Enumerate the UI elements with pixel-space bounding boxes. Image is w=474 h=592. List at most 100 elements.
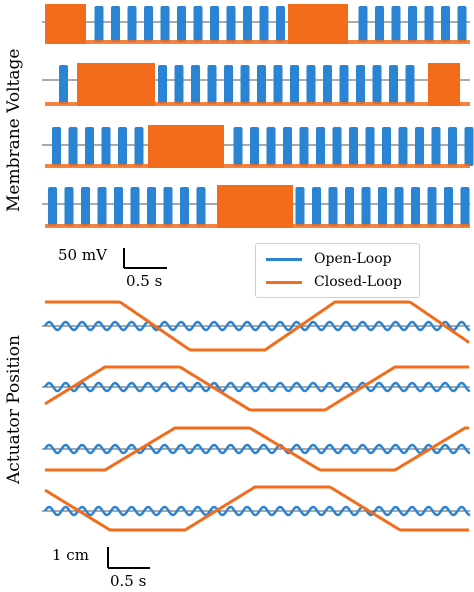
position-panel-1 [42, 300, 471, 352]
position-panels [42, 300, 471, 532]
voltage-ylabel: Membrane Voltage [4, 48, 24, 212]
open-loop-position-line [43, 320, 471, 332]
open-loop-spike [85, 127, 94, 166]
open-loop-spike [259, 6, 269, 42]
open-loop-spike [48, 187, 57, 226]
closed-loop-burst [428, 63, 460, 106]
voltage-panel-1 [42, 4, 470, 44]
open-loop-spike [160, 6, 170, 42]
open-loop-spike [332, 127, 342, 166]
open-loop-spike [68, 127, 78, 166]
open-loop-spike [448, 127, 457, 166]
voltage-panel-3 [42, 125, 474, 168]
open-loop-spike [361, 187, 371, 226]
legend-entry-open-loop: Open-Loop [266, 249, 392, 269]
open-loop-spike [158, 65, 167, 104]
open-loop-spike [378, 187, 387, 226]
closed-loop-burst [217, 185, 293, 228]
voltage-scalebar-hlabel: 0.5 s [126, 272, 163, 290]
open-loop-spike [59, 65, 68, 104]
open-loop-spike [243, 6, 252, 42]
closed-loop-position-line [44, 485, 469, 532]
open-loop-spike [427, 187, 437, 226]
open-loop-spike [240, 65, 250, 104]
closed-loop-burst [148, 125, 224, 168]
closed-loop-burst [288, 4, 348, 44]
open-loop-spike [391, 6, 401, 42]
open-loop-spike [415, 127, 424, 166]
open-loop-spike [295, 187, 305, 226]
open-loop-spike [356, 65, 365, 104]
scalebars [107, 248, 167, 569]
open-loop-spike [163, 187, 173, 226]
open-loop-spike [193, 6, 203, 42]
open-loop-spike [250, 127, 259, 166]
open-loop-spike [127, 6, 137, 42]
open-loop-spike [191, 65, 200, 104]
open-loop-position-line [43, 381, 471, 393]
open-loop-spike [408, 6, 417, 42]
open-loop-spike [147, 187, 156, 226]
open-loop-spike [273, 65, 283, 104]
open-loop-spike [210, 6, 219, 42]
open-loop-position-line [43, 443, 471, 455]
open-loop-spike [52, 127, 61, 166]
open-loop-spike [372, 65, 382, 104]
closed-loop-trace [45, 102, 470, 106]
open-loop-spike [64, 187, 74, 226]
open-loop-spike [358, 6, 368, 42]
open-loop-spike [134, 127, 144, 166]
open-loop-spike [424, 6, 434, 42]
closed-loop-burst [77, 63, 155, 106]
closed-loop-position-line [45, 426, 469, 472]
legend-swatch-closed-loop [266, 280, 302, 284]
open-loop-spike [394, 187, 404, 226]
open-loop-spike [339, 65, 349, 104]
open-loop-spike [306, 65, 316, 104]
position-scalebar-vlabel: 1 cm [52, 546, 89, 564]
position-scalebar-hlabel: 0.5 s [110, 572, 147, 590]
open-loop-spike [224, 65, 233, 104]
closed-loop-position-line [45, 300, 470, 352]
open-loop-spike [114, 187, 123, 226]
open-loop-spike [464, 127, 474, 166]
voltage-panels [42, 4, 474, 228]
open-loop-spike [328, 187, 338, 226]
open-loop-spike [207, 65, 217, 104]
open-loop-spike [405, 65, 415, 104]
open-loop-spike [312, 187, 321, 226]
open-loop-spike [411, 187, 420, 226]
open-loop-spike [266, 127, 276, 166]
open-loop-spike [323, 65, 332, 104]
voltage-scalebar-vlabel: 50 mV [58, 246, 107, 264]
open-loop-spike [365, 127, 375, 166]
open-loop-spike [441, 6, 450, 42]
open-loop-spike [460, 187, 470, 226]
voltage-panel-2 [42, 63, 470, 106]
legend-swatch-open-loop [266, 257, 302, 261]
open-loop-spike [97, 187, 107, 226]
open-loop-spike [316, 127, 325, 166]
legend-entry-closed-loop: Closed-Loop [266, 272, 402, 292]
open-loop-spike [349, 127, 358, 166]
closed-loop-trace [45, 164, 470, 168]
open-loop-spike [81, 187, 90, 226]
position-panel-4 [42, 485, 471, 532]
open-loop-spike [444, 187, 453, 226]
open-loop-spike [299, 127, 309, 166]
closed-loop-burst [45, 4, 86, 44]
open-loop-spike [94, 6, 104, 42]
open-loop-spike [382, 127, 391, 166]
open-loop-spike [177, 6, 186, 42]
position-ylabel: Actuator Position [4, 335, 24, 484]
open-loop-spike [283, 127, 292, 166]
closed-loop-trace [45, 40, 470, 44]
closed-loop-position-line [44, 365, 469, 412]
open-loop-spike [398, 127, 408, 166]
open-loop-position-line [43, 505, 471, 517]
open-loop-spike [144, 6, 153, 42]
open-loop-spike [457, 6, 467, 42]
open-loop-spike [233, 127, 243, 166]
position-panel-2 [42, 365, 471, 412]
